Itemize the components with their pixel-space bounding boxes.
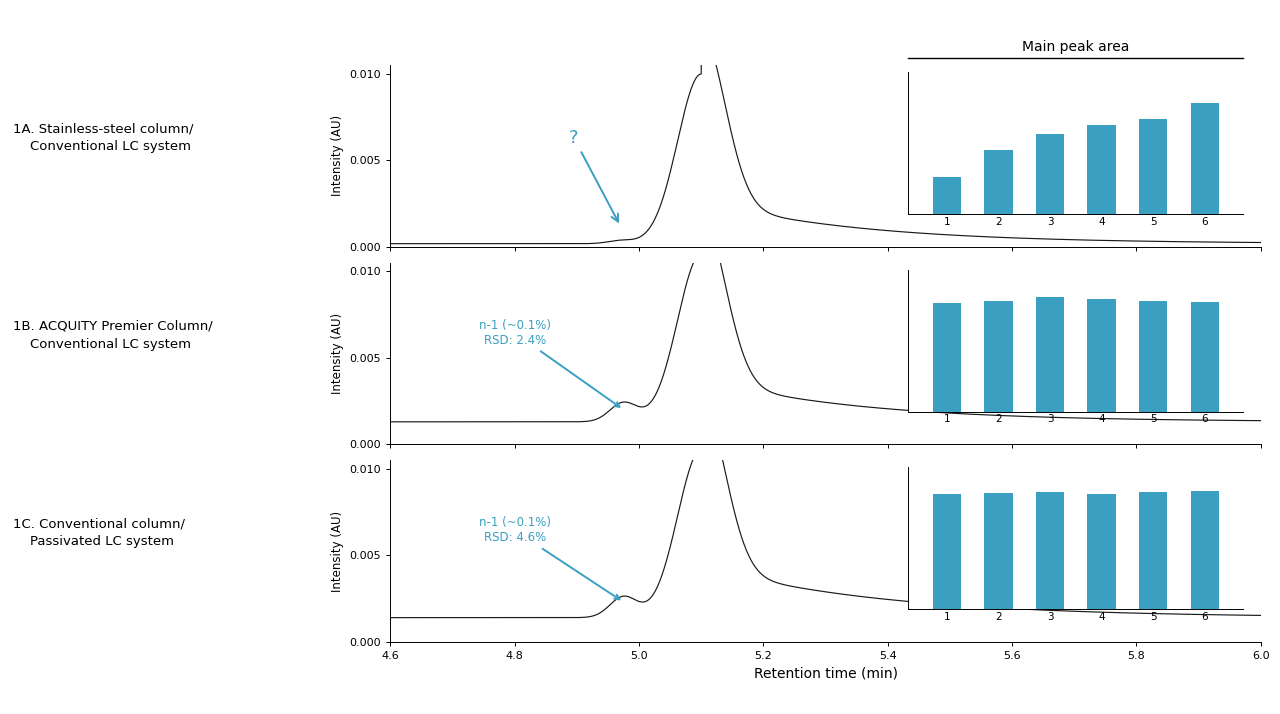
Text: n-1 (~0.1%)
RSD: 2.4%: n-1 (~0.1%) RSD: 2.4% — [479, 319, 620, 407]
Y-axis label: Intensity (AU): Intensity (AU) — [332, 313, 344, 394]
Text: 1C. Conventional column/
    Passivated LC system: 1C. Conventional column/ Passivated LC s… — [13, 517, 184, 548]
Text: ?: ? — [570, 129, 618, 221]
Y-axis label: Intensity (AU): Intensity (AU) — [332, 116, 344, 196]
Text: 1A. Stainless-steel column/
    Conventional LC system: 1A. Stainless-steel column/ Conventional… — [13, 122, 193, 154]
Text: 1B. ACQUITY Premier Column/
    Conventional LC system: 1B. ACQUITY Premier Column/ Conventional… — [13, 320, 212, 351]
X-axis label: Retention time (min): Retention time (min) — [754, 666, 897, 680]
Y-axis label: Intensity (AU): Intensity (AU) — [332, 511, 344, 591]
Text: n-1 (~0.1%)
RSD: 4.6%: n-1 (~0.1%) RSD: 4.6% — [479, 516, 620, 599]
Text: Main peak area: Main peak area — [1023, 41, 1129, 54]
